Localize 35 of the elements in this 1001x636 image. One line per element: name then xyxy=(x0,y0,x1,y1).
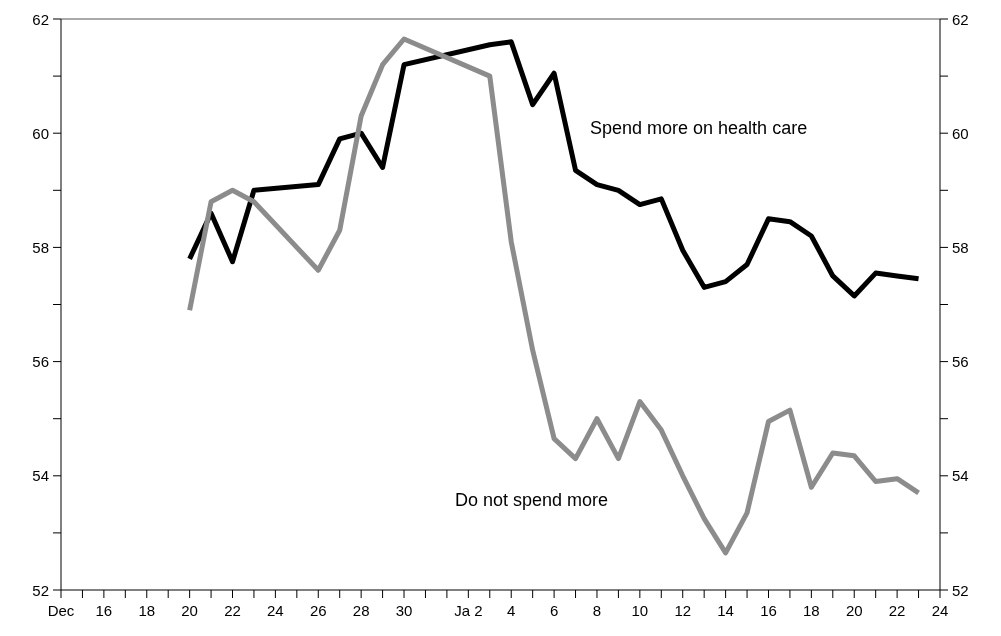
y-tick-label: 56 xyxy=(32,353,49,371)
series-label: Spend more on health care xyxy=(590,118,808,139)
y-tick-label: 58 xyxy=(32,238,49,256)
y2-tick-label: 56 xyxy=(952,353,969,371)
y-tick-label: 52 xyxy=(32,581,49,599)
y2-tick-label: 62 xyxy=(952,10,969,28)
x-tick-label: 14 xyxy=(717,601,734,619)
x-tick-label: 22 xyxy=(888,601,906,619)
y-tick-label: 54 xyxy=(32,467,49,485)
x-tick-label: 28 xyxy=(352,601,370,619)
y2-tick-label: 52 xyxy=(952,581,969,599)
y2-tick-label: 54 xyxy=(952,467,969,485)
x-tick-label: 18 xyxy=(138,601,156,619)
x-tick-label: 8 xyxy=(592,601,602,619)
x-tick-label: 4 xyxy=(507,601,516,619)
x-tick-label: 20 xyxy=(181,601,198,619)
x-tick-label: 30 xyxy=(395,601,413,619)
y-tick-label: 60 xyxy=(32,124,49,142)
y-tick-label: 62 xyxy=(32,10,49,28)
x-tick-label: 10 xyxy=(631,601,649,619)
x-tick-label: 6 xyxy=(549,601,559,619)
y2-tick-label: 60 xyxy=(952,124,969,142)
x-tick-label: 24 xyxy=(267,601,284,619)
y2-tick-label: 58 xyxy=(952,238,969,256)
x-tick-label: Ja 2 xyxy=(454,601,483,619)
x-tick-label: 18 xyxy=(803,601,820,619)
x-tick-label: 22 xyxy=(224,601,241,619)
x-tick-label: 20 xyxy=(845,601,863,619)
x-tick-label: 12 xyxy=(674,601,692,619)
x-tick-label: 16 xyxy=(760,601,777,619)
x-tick-label: 24 xyxy=(931,601,949,619)
x-tick-label: 26 xyxy=(309,601,327,619)
series-label: Do not spend more xyxy=(455,490,609,511)
x-tick-label: Dec xyxy=(47,601,75,619)
x-tick-label: 16 xyxy=(95,601,113,619)
